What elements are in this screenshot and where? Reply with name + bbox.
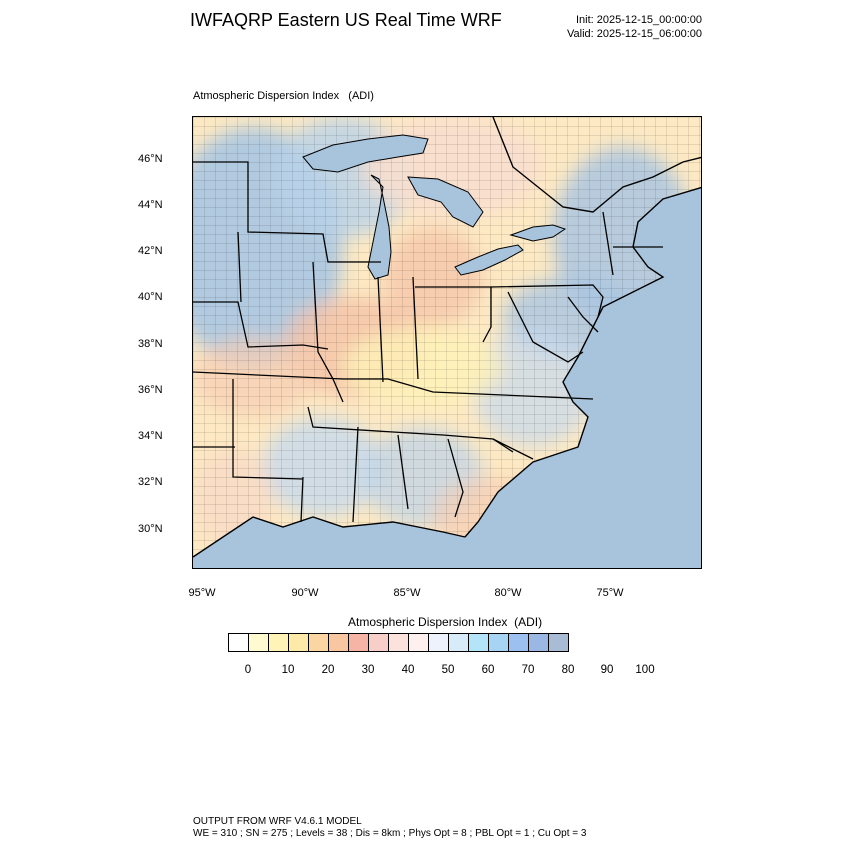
lat-label: 36°N bbox=[138, 384, 163, 396]
colorbar-title: Atmospheric Dispersion Index (ADI) bbox=[348, 615, 543, 629]
great-lakes bbox=[302, 134, 567, 280]
lon-label: 80°W bbox=[494, 587, 522, 599]
colorbar-cell bbox=[409, 634, 429, 651]
colorbar-cell bbox=[289, 634, 309, 651]
colorbar-cell bbox=[229, 634, 249, 651]
lat-label: 46°N bbox=[138, 153, 163, 165]
colorbar-tick-label: 40 bbox=[401, 664, 415, 676]
model-info-line1: OUTPUT FROM WRF V4.6.1 MODEL bbox=[193, 816, 362, 827]
colorbar-cell bbox=[529, 634, 549, 651]
valid-time: Valid: 2025-12-15_06:00:00 bbox=[567, 28, 702, 40]
lat-label: 34°N bbox=[138, 430, 163, 442]
colorbar-tick-label: 0 bbox=[244, 664, 252, 676]
colorbar-cell bbox=[369, 634, 389, 651]
colorbar-cell bbox=[309, 634, 329, 651]
map-subtitle: Atmospheric Dispersion Index (ADI) bbox=[193, 90, 374, 102]
colorbar-tick-label: 60 bbox=[481, 664, 495, 676]
colorbar-cell bbox=[389, 634, 409, 651]
time-info: Init: 2025-12-15_00:00:00 Valid: 2025-12… bbox=[567, 13, 702, 41]
colorbar-cell bbox=[429, 634, 449, 651]
lon-label: 85°W bbox=[393, 587, 421, 599]
colorbar-tick-label: 20 bbox=[321, 664, 335, 676]
colorbar-tick-label: 30 bbox=[361, 664, 375, 676]
colorbar-tick-label: 80 bbox=[561, 664, 575, 676]
adi-map bbox=[192, 116, 702, 569]
colorbar-cell bbox=[549, 634, 568, 651]
colorbar-cell bbox=[509, 634, 529, 651]
lat-label: 42°N bbox=[138, 245, 163, 257]
lat-label: 40°N bbox=[138, 291, 163, 303]
plot-title: IWFAQRP Eastern US Real Time WRF bbox=[190, 10, 502, 30]
colorbar bbox=[228, 633, 569, 652]
colorbar-cell bbox=[469, 634, 489, 651]
colorbar-tick-label: 90 bbox=[600, 664, 614, 676]
colorbar-cell bbox=[489, 634, 509, 651]
colorbar-cell bbox=[329, 634, 349, 651]
colorbar-tick-label: 10 bbox=[281, 664, 295, 676]
lat-label: 30°N bbox=[138, 523, 163, 535]
colorbar-cell bbox=[249, 634, 269, 651]
colorbar-cell bbox=[269, 634, 289, 651]
model-info-line2: WE = 310 ; SN = 275 ; Levels = 38 ; Dis … bbox=[193, 828, 587, 839]
colorbar-tick-label: 100 bbox=[635, 664, 655, 676]
lat-label: 32°N bbox=[138, 476, 163, 488]
state-boundaries bbox=[193, 161, 663, 523]
colorbar-cell bbox=[349, 634, 369, 651]
lat-label: 38°N bbox=[138, 338, 163, 350]
lon-label: 90°W bbox=[291, 587, 319, 599]
lon-label: 95°W bbox=[188, 587, 216, 599]
model-info: OUTPUT FROM WRF V4.6.1 MODEL WE = 310 ; … bbox=[193, 816, 586, 840]
lat-label: 44°N bbox=[138, 199, 163, 211]
init-time: Init: 2025-12-15_00:00:00 bbox=[576, 14, 702, 26]
colorbar-tick-label: 70 bbox=[521, 664, 535, 676]
map-canvas bbox=[193, 117, 701, 568]
colorbar-tick-label: 50 bbox=[441, 664, 455, 676]
colorbar-cell bbox=[449, 634, 469, 651]
lon-label: 75°W bbox=[596, 587, 624, 599]
coastline bbox=[193, 117, 701, 558]
